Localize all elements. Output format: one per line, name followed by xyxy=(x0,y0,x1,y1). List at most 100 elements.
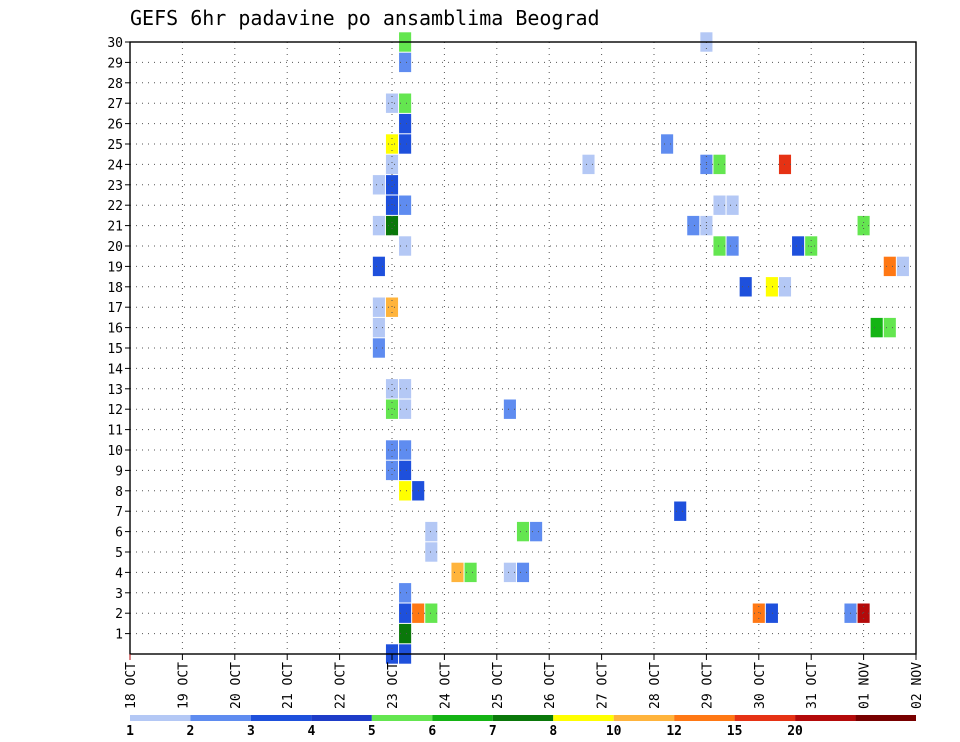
x-tick-label: 24 OCT xyxy=(438,662,453,709)
data-cell xyxy=(503,562,516,583)
legend-label: 8 xyxy=(549,724,557,739)
x-tick-label: 18 OCT xyxy=(124,662,139,709)
data-cell xyxy=(399,440,412,460)
legend-swatch xyxy=(734,715,796,721)
y-tick-label: 3 xyxy=(115,587,123,602)
data-cell xyxy=(399,195,412,215)
x-tick-label: 20 OCT xyxy=(229,662,244,709)
legend-label: 7 xyxy=(489,724,497,739)
x-tick-label: 31 OCT xyxy=(805,662,820,709)
data-cell xyxy=(385,195,399,215)
data-cell xyxy=(385,175,399,195)
x-tick-label: 25 OCT xyxy=(491,662,506,709)
y-tick-label: 23 xyxy=(107,179,123,194)
legend-swatch xyxy=(855,715,916,721)
data-cell xyxy=(451,562,464,583)
y-tick-label: 19 xyxy=(107,260,123,275)
legend-swatch xyxy=(674,715,735,721)
y-tick-label: 25 xyxy=(107,138,123,153)
y-tick-label: 5 xyxy=(115,546,123,561)
data-cell xyxy=(582,154,595,175)
data-cell xyxy=(399,583,412,603)
y-tick-label: 26 xyxy=(107,118,123,133)
y-tick-label: 4 xyxy=(115,566,123,581)
data-cell xyxy=(372,256,385,277)
x-tick-label: 19 OCT xyxy=(176,662,191,709)
legend-label: 2 xyxy=(187,724,195,739)
data-cell xyxy=(372,317,385,338)
data-cell xyxy=(385,93,399,113)
data-cell xyxy=(399,399,412,419)
data-cell xyxy=(857,603,870,623)
x-tick-label: 23 OCT xyxy=(386,662,401,709)
y-tick-label: 27 xyxy=(107,97,123,112)
y-tick-label: 1 xyxy=(115,628,123,643)
y-tick-label: 8 xyxy=(115,485,123,500)
data-cell xyxy=(385,399,399,419)
legend-swatch xyxy=(492,715,554,721)
y-tick-label: 12 xyxy=(107,403,123,418)
y-tick-label: 22 xyxy=(107,199,123,214)
x-tick-label: 28 OCT xyxy=(648,662,663,709)
legend-swatch xyxy=(130,715,191,721)
legend-label: 6 xyxy=(428,724,436,739)
data-cell xyxy=(883,317,896,338)
data-cell xyxy=(713,154,726,175)
data-cell xyxy=(399,481,412,501)
y-tick-label: 28 xyxy=(107,77,123,92)
data-cell xyxy=(726,195,739,215)
data-cell xyxy=(883,256,896,277)
legend-label: 15 xyxy=(727,724,743,739)
data-cell xyxy=(399,603,412,623)
y-tick-label: 29 xyxy=(107,56,123,71)
chart-title: GEFS 6hr padavine po ansamblima Beograd xyxy=(130,6,600,30)
data-cell xyxy=(399,623,412,644)
legend-swatch xyxy=(371,715,433,721)
data-cell xyxy=(792,236,805,256)
legend-swatch xyxy=(432,715,493,721)
data-cell xyxy=(425,521,438,542)
data-cell xyxy=(726,236,739,256)
data-cell xyxy=(765,277,778,297)
grid-lines xyxy=(130,42,916,654)
x-axis: 18 OCT 19 OCT 20 OCT 21 OCT 22 OCT 23 OCT 24 O… xyxy=(124,654,925,709)
data-cell xyxy=(857,215,870,236)
y-tick-label: 30 xyxy=(107,36,123,51)
legend-label: 20 xyxy=(787,724,803,739)
data-cell xyxy=(372,175,385,195)
data-cell xyxy=(530,521,543,542)
x-tick-label: 02 NOV xyxy=(910,662,925,709)
data-cell xyxy=(425,603,438,623)
y-tick-label: 7 xyxy=(115,505,123,520)
data-cell xyxy=(385,379,399,399)
legend-label: 4 xyxy=(307,724,315,739)
data-cell xyxy=(399,460,412,481)
x-tick-label: 30 OCT xyxy=(753,662,768,709)
legend-label: 1 xyxy=(126,724,134,739)
x-tick-label: 29 OCT xyxy=(700,662,715,709)
legend-swatch xyxy=(795,715,856,721)
y-tick-label: 15 xyxy=(107,342,123,357)
data-cell xyxy=(372,215,385,236)
data-cell xyxy=(399,134,412,154)
data-cell xyxy=(739,277,752,297)
y-tick-label: 6 xyxy=(115,526,123,541)
x-tick-label: 22 OCT xyxy=(334,662,349,709)
y-tick-label: 16 xyxy=(107,322,123,337)
data-cell xyxy=(385,297,399,317)
data-cell xyxy=(372,297,385,317)
data-cell xyxy=(713,195,726,215)
data-cell xyxy=(516,562,530,583)
data-cell xyxy=(425,542,438,562)
y-tick-label: 9 xyxy=(115,464,123,479)
data-cell xyxy=(713,236,726,256)
y-axis: 1234567891011121314151617181920212223242… xyxy=(107,36,130,643)
plot-frame xyxy=(129,41,917,655)
data-cell xyxy=(372,338,385,358)
data-cell xyxy=(674,501,687,521)
data-cell xyxy=(870,317,883,338)
data-cell xyxy=(464,562,477,583)
legend-swatch xyxy=(250,715,312,721)
data-cell xyxy=(399,52,412,73)
